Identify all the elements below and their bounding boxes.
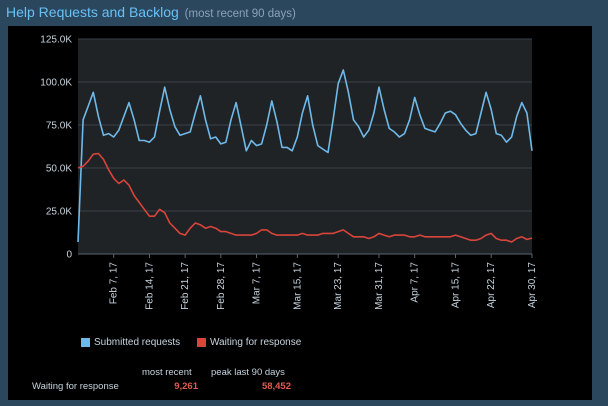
x-tick-label-10: Apr 22, 17 (486, 262, 497, 309)
legend-swatch-submitted (81, 338, 90, 347)
stats-header-most-recent: most recent (142, 367, 192, 378)
x-tick-label-5: Mar 15, 17 (292, 262, 303, 310)
stats-most-recent-value: 9,261 (174, 381, 198, 392)
y-tick-label-0: 0 (66, 250, 72, 261)
x-tick-label-6: Mar 23, 17 (333, 262, 344, 310)
x-tick-label-11: Apr 30, 17 (527, 262, 538, 309)
series-line-waiting (77, 152, 533, 243)
x-tick-label-1: Feb 14, 17 (144, 262, 155, 310)
series-line-submitted (77, 69, 533, 243)
x-tick-label-4: Mar 7, 17 (252, 262, 263, 305)
chart-panel: 0 25.0K 50.0K 75.0K 100.0K 125.0K Feb 7, 17 Feb… (8, 26, 592, 400)
x-tick-label-9: Apr 15, 17 (450, 262, 461, 309)
y-tick-label-1: 25.0K (46, 207, 72, 218)
chart-legend: Submitted requests Waiting for response (81, 337, 315, 351)
page-header: Help Requests and Backlog (most recent 9… (6, 4, 296, 24)
stats-row-label: Waiting for response (32, 381, 119, 392)
page-title: Help Requests and Backlog (6, 4, 179, 20)
y-tick-label-3: 75.0K (46, 121, 72, 132)
stats-peak-value: 58,452 (261, 381, 291, 392)
page-subtitle: (most recent 90 days) (184, 8, 296, 20)
x-tick-label-8: Apr 7, 17 (410, 262, 421, 303)
legend-item-submitted[interactable]: Submitted requests (81, 337, 180, 348)
legend-label-submitted: Submitted requests (94, 337, 181, 348)
y-tick-label-2: 50.0K (46, 164, 72, 175)
y-tick-label-4: 100.0K (40, 78, 72, 89)
plot-area (78, 39, 532, 254)
legend-swatch-waiting (196, 338, 206, 347)
x-tick-label-3: Feb 28, 17 (216, 262, 227, 310)
x-tick-label-7: Mar 31, 17 (374, 262, 385, 310)
legend-item-waiting[interactable]: Waiting for response (196, 337, 302, 348)
y-tick-label-5: 125.0K (40, 35, 72, 46)
stats-header-peak: peak last 90 days (211, 367, 285, 378)
legend-label-waiting: Waiting for response (209, 337, 302, 348)
x-tick-label-0: Feb 7, 17 (109, 262, 120, 305)
x-tick-label-2: Feb 21, 17 (180, 262, 191, 310)
line-chart: 0 25.0K 50.0K 75.0K 100.0K 125.0K Feb 7, 17 Feb… (40, 35, 538, 310)
